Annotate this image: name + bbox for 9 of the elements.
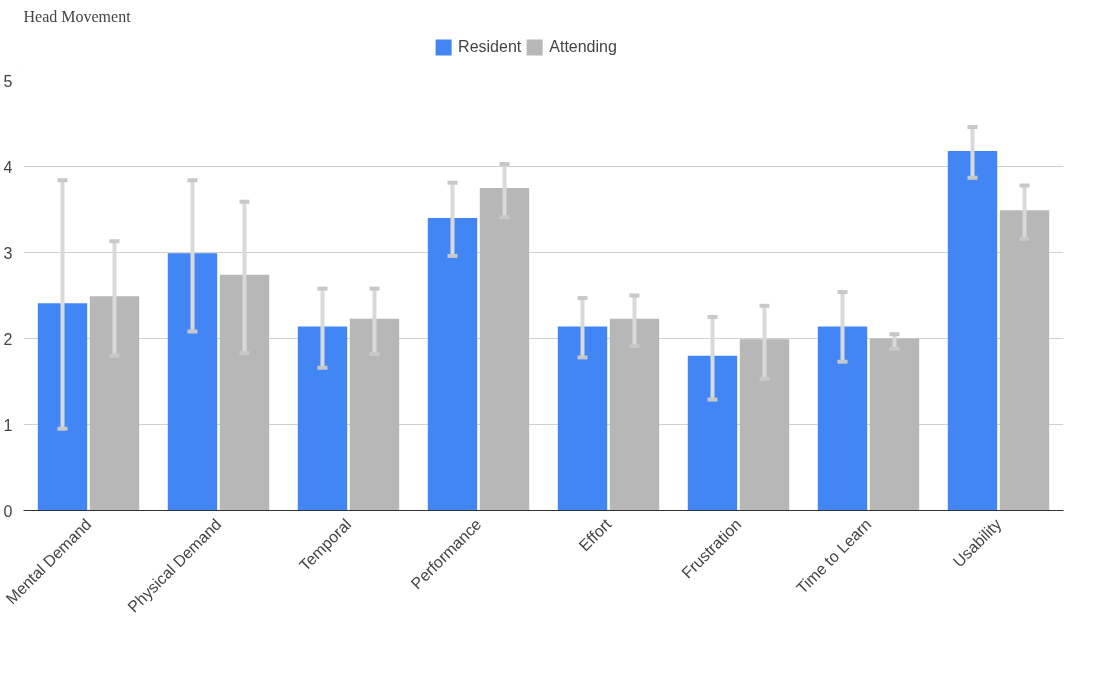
- y-tick-label: 3: [3, 244, 13, 262]
- legend-label: Attending: [549, 38, 617, 56]
- chart-title: Head Movement: [23, 7, 132, 25]
- y-tick-label: 5: [3, 72, 13, 90]
- y-tick-label: 0: [3, 502, 13, 520]
- y-tick-label: 4: [3, 158, 13, 176]
- y-tick-label: 2: [3, 330, 13, 348]
- legend-label: Resident: [458, 38, 522, 56]
- y-tick-label: 1: [3, 416, 13, 434]
